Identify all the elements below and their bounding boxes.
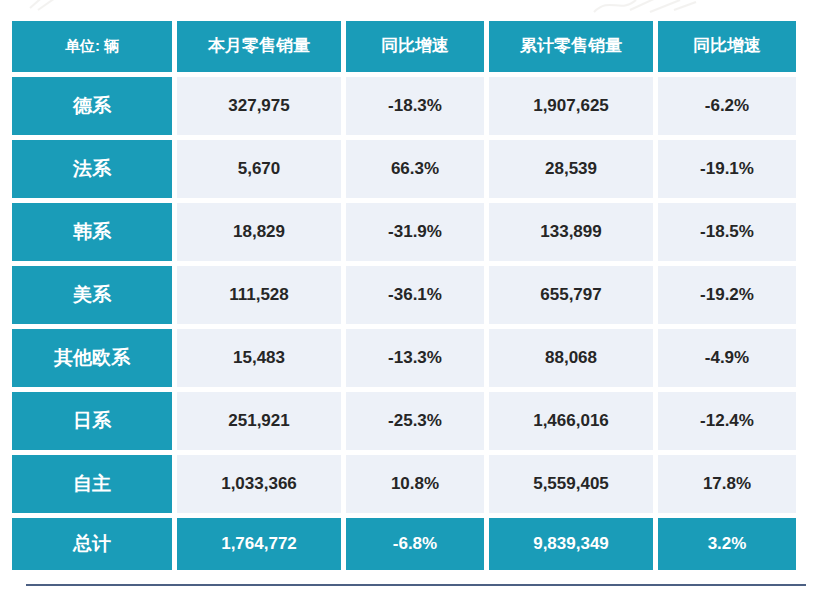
cell-cumulative-sales: 1,466,016 <box>489 392 653 450</box>
row-label: 其他欧系 <box>12 329 172 387</box>
cell-monthly-sales: 1,033,366 <box>177 455 341 513</box>
cell-monthly-yoy: -36.1% <box>346 266 484 324</box>
cell-cumulative-sales: 5,559,405 <box>489 455 653 513</box>
cell-cumulative-yoy: -19.1% <box>658 140 796 198</box>
cell-cumulative-sales: 655,797 <box>489 266 653 324</box>
sales-table-page: 单位: 辆 本月零售销量 同比增速 累计零售销量 同比增速 德系 327,975… <box>0 0 820 591</box>
cell-monthly-sales: 327,975 <box>177 77 341 135</box>
total-cumulative-sales: 9,839,349 <box>489 518 653 570</box>
watermark-sketch <box>590 0 700 16</box>
total-monthly-sales: 1,764,772 <box>177 518 341 570</box>
row-label: 法系 <box>12 140 172 198</box>
bottom-rule <box>26 584 806 586</box>
cell-monthly-yoy: -31.9% <box>346 203 484 261</box>
sales-table: 单位: 辆 本月零售销量 同比增速 累计零售销量 同比增速 德系 327,975… <box>12 21 796 570</box>
cell-monthly-sales: 251,921 <box>177 392 341 450</box>
cell-monthly-yoy: -13.3% <box>346 329 484 387</box>
total-cumulative-yoy: 3.2% <box>658 518 796 570</box>
cell-monthly-yoy: -18.3% <box>346 77 484 135</box>
cell-monthly-sales: 18,829 <box>177 203 341 261</box>
cell-monthly-yoy: -25.3% <box>346 392 484 450</box>
unit-label-cell: 单位: 辆 <box>12 21 172 72</box>
col-header-monthly-sales: 本月零售销量 <box>177 21 341 72</box>
cell-cumulative-yoy: -12.4% <box>658 392 796 450</box>
cell-monthly-yoy: 66.3% <box>346 140 484 198</box>
row-label: 德系 <box>12 77 172 135</box>
total-row-label: 总计 <box>12 518 172 570</box>
row-label: 韩系 <box>12 203 172 261</box>
cell-monthly-sales: 5,670 <box>177 140 341 198</box>
cell-monthly-yoy: 10.8% <box>346 455 484 513</box>
row-label: 美系 <box>12 266 172 324</box>
cell-cumulative-sales: 1,907,625 <box>489 77 653 135</box>
col-header-cumulative-yoy: 同比增速 <box>658 21 796 72</box>
total-monthly-yoy: -6.8% <box>346 518 484 570</box>
cell-cumulative-sales: 133,899 <box>489 203 653 261</box>
cell-cumulative-sales: 88,068 <box>489 329 653 387</box>
cell-cumulative-yoy: -4.9% <box>658 329 796 387</box>
cell-cumulative-yoy: -18.5% <box>658 203 796 261</box>
row-label: 自主 <box>12 455 172 513</box>
cell-cumulative-sales: 28,539 <box>489 140 653 198</box>
cell-cumulative-yoy: -6.2% <box>658 77 796 135</box>
col-header-cumulative-sales: 累计零售销量 <box>489 21 653 72</box>
watermark-sketch <box>28 0 88 12</box>
cell-cumulative-yoy: -19.2% <box>658 266 796 324</box>
cell-cumulative-yoy: 17.8% <box>658 455 796 513</box>
cell-monthly-sales: 111,528 <box>177 266 341 324</box>
cell-monthly-sales: 15,483 <box>177 329 341 387</box>
row-label: 日系 <box>12 392 172 450</box>
col-header-monthly-yoy: 同比增速 <box>346 21 484 72</box>
